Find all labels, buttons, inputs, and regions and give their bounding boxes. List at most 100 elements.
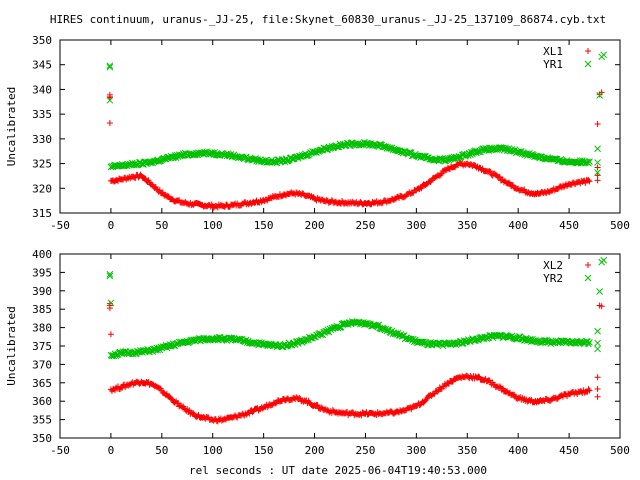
data-point	[106, 120, 113, 127]
data-point	[215, 151, 223, 159]
data-point	[161, 155, 169, 163]
data-point	[417, 401, 424, 408]
data-point	[192, 151, 199, 159]
data-point	[487, 168, 494, 175]
plot-panels: -50 0 50 100 150 200 250 300 350 400 450 5003153203…	[5, 34, 630, 457]
legend-label: XL2	[543, 259, 563, 272]
legend-label: YR2	[543, 272, 563, 285]
data-point	[585, 177, 592, 184]
y-tick-label: 345	[32, 59, 52, 72]
data-point	[234, 154, 242, 162]
panel-1: -50 0 50 100 150 200 250 300 350 400 450 500 315 320 3…	[5, 34, 630, 232]
data-point	[207, 151, 215, 158]
y-tick-label: 375	[32, 340, 52, 353]
data-point	[106, 63, 114, 71]
data-point	[574, 179, 581, 186]
data-point	[596, 92, 603, 99]
data-point	[288, 155, 296, 163]
y-tick-label: 395	[32, 266, 52, 279]
data-point	[492, 171, 499, 178]
data-point	[107, 331, 114, 338]
data-point	[594, 121, 601, 128]
y-tick-label: 330	[32, 133, 52, 146]
data-point	[543, 395, 550, 402]
data-point	[107, 299, 115, 307]
data-point	[153, 344, 161, 352]
x-tick-label: 450	[559, 444, 579, 457]
data-point	[249, 156, 256, 164]
data-point	[417, 338, 424, 346]
data-point	[585, 159, 592, 167]
data-point	[431, 156, 439, 164]
plot-frame	[59, 39, 621, 214]
data-point	[564, 393, 571, 400]
data-point	[106, 270, 114, 278]
x-tick-label: 100	[203, 444, 223, 457]
x-tick-label: 200	[305, 444, 325, 457]
x-tick-label: 50	[155, 219, 168, 232]
data-point	[594, 145, 601, 153]
data-point	[431, 390, 438, 397]
data-point	[350, 199, 357, 206]
y-tick-label: 350	[32, 34, 52, 47]
data-point	[174, 340, 182, 348]
data-point	[293, 338, 301, 345]
data-point	[598, 89, 605, 96]
x-tick-label: 400	[508, 444, 528, 457]
data-point	[223, 152, 231, 160]
x-tick-label: 350	[457, 444, 477, 457]
data-point	[421, 398, 428, 405]
data-point	[319, 405, 326, 412]
x-tick-label: 50	[155, 444, 168, 457]
y-tick-label: 320	[32, 182, 52, 195]
y-tick-label: 385	[32, 303, 52, 316]
data-point	[156, 187, 163, 194]
data-point	[106, 305, 113, 312]
y-axis-label: Uncalibrated	[5, 87, 18, 166]
data-point	[496, 383, 503, 390]
data-point	[422, 397, 429, 404]
data-point	[132, 174, 139, 181]
data-point	[557, 337, 565, 345]
y-tick-label: 360	[32, 395, 52, 408]
y-tick-label: 355	[32, 414, 52, 427]
data-point	[217, 201, 224, 208]
legend-label: XL1	[543, 45, 563, 58]
y-tick-label: 325	[32, 158, 52, 171]
data-point	[420, 153, 427, 160]
data-point	[523, 189, 530, 196]
legend-marker	[584, 274, 592, 282]
data-point	[437, 171, 444, 178]
panel-2: -50 0 50 100 150 200 250 300 350 400 450 500 350 355 3…	[5, 248, 630, 457]
x-tick-label: 200	[305, 219, 325, 232]
data-point	[431, 174, 438, 181]
data-point	[594, 159, 601, 166]
data-point	[511, 391, 518, 398]
x-tick-label: 300	[406, 219, 426, 232]
data-point	[572, 339, 580, 347]
x-tick-label: 150	[254, 219, 274, 232]
data-point	[594, 339, 601, 347]
data-point	[116, 175, 123, 182]
x-tick-label: 0	[108, 444, 115, 457]
data-point	[348, 139, 356, 147]
data-point	[366, 142, 373, 149]
x-axis-label: rel seconds : UT date 2025-06-04T19:40:5…	[189, 464, 487, 477]
data-point	[434, 339, 442, 347]
legend-label: YR1	[543, 58, 563, 71]
data-point	[594, 169, 601, 176]
data-point	[376, 141, 384, 148]
data-point	[187, 336, 195, 344]
data-point	[486, 168, 493, 175]
y-tick-label: 315	[32, 207, 52, 220]
data-point	[600, 256, 608, 264]
data-point	[145, 177, 152, 184]
data-point	[585, 340, 592, 348]
data-point	[594, 172, 601, 179]
data-point	[106, 96, 114, 104]
y-axis-label: Uncalibrated	[5, 306, 18, 385]
data-point	[502, 388, 509, 395]
x-tick-label: -50	[50, 444, 70, 457]
data-point	[350, 409, 357, 416]
